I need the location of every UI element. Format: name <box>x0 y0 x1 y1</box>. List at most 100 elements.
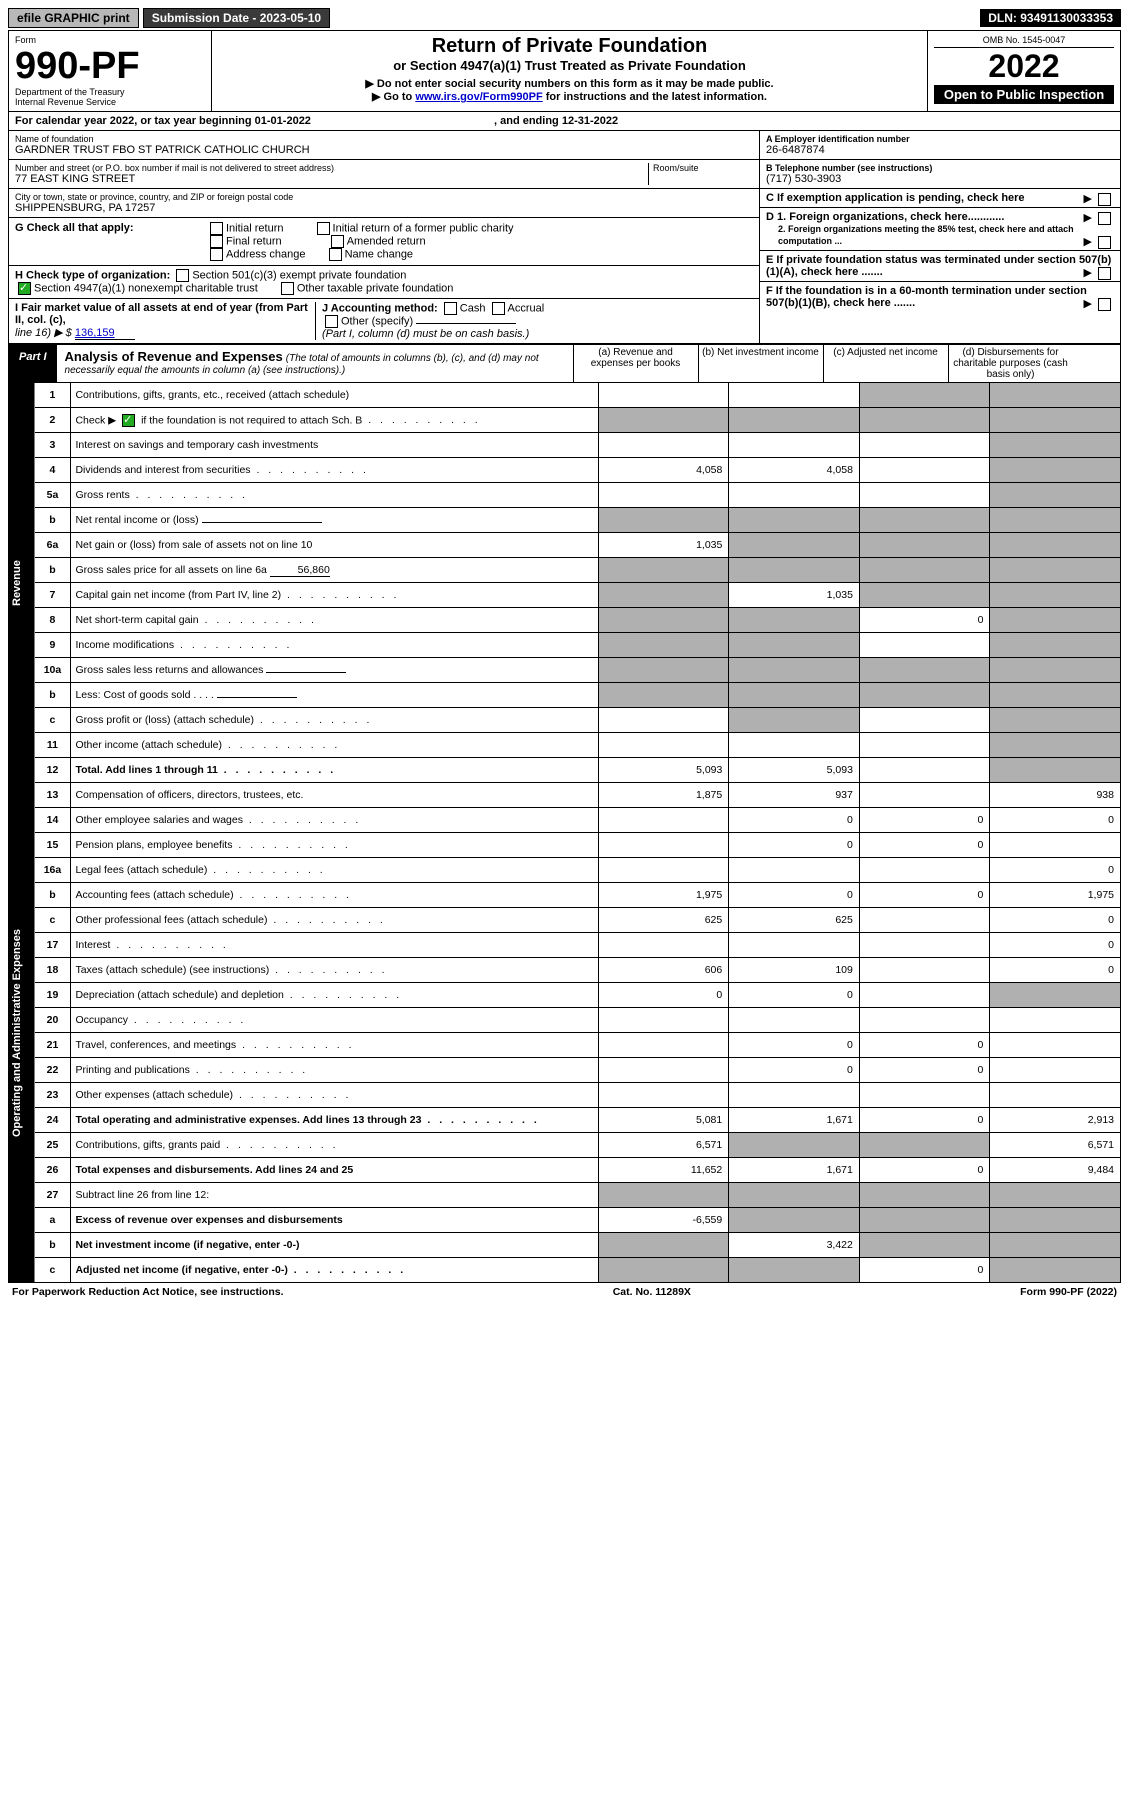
checkbox-e[interactable] <box>1098 267 1111 280</box>
line-15: 15Pension plans, employee benefits00 <box>35 833 1121 858</box>
form-label: Form <box>15 35 205 45</box>
line-25: 25Contributions, gifts, grants paid6,571… <box>35 1133 1121 1158</box>
line-1: 1Contributions, gifts, grants, etc., rec… <box>35 383 1121 408</box>
note-link: ▶ Go to www.irs.gov/Form990PF for instru… <box>218 90 921 103</box>
foundation-name: GARDNER TRUST FBO ST PATRICK CATHOLIC CH… <box>15 144 753 156</box>
submission-button[interactable]: Submission Date - 2023-05-10 <box>143 8 330 28</box>
instructions-link[interactable]: www.irs.gov/Form990PF <box>415 91 542 103</box>
checkbox-c[interactable] <box>1098 193 1111 206</box>
checkbox-501c3[interactable] <box>176 269 189 282</box>
revenue-side-label: Revenue <box>9 383 35 783</box>
checkbox-4947a1[interactable] <box>18 282 31 295</box>
period-mid: , and ending <box>494 115 562 127</box>
checkbox-initial-former[interactable] <box>317 222 330 235</box>
i-line: line 16) ▶ $ <box>15 327 72 339</box>
form-number: 990-PF <box>15 47 205 85</box>
checkbox-d1[interactable] <box>1098 212 1111 225</box>
checkbox-name-change[interactable] <box>329 248 342 261</box>
line-10c: cGross profit or (loss) (attach schedule… <box>35 708 1121 733</box>
identity-block: Name of foundation GARDNER TRUST FBO ST … <box>9 131 1120 344</box>
c-label: C If exemption application is pending, c… <box>766 192 1025 204</box>
line-4: 4Dividends and interest from securities4… <box>35 458 1121 483</box>
line-18: 18Taxes (attach schedule) (see instructi… <box>35 958 1121 983</box>
line-14: 14Other employee salaries and wages000 <box>35 808 1121 833</box>
col-b-header: (b) Net investment income <box>698 345 823 382</box>
g-label: G Check all that apply: <box>9 218 201 265</box>
col-c-header: (c) Adjusted net income <box>823 345 948 382</box>
period-row: For calendar year 2022, or tax year begi… <box>9 112 1120 131</box>
d2-label: 2. Foreign organizations meeting the 85%… <box>778 224 1074 246</box>
checkbox-f[interactable] <box>1098 298 1111 311</box>
room-label: Room/suite <box>653 163 753 173</box>
line-27b: bNet investment income (if negative, ent… <box>35 1233 1121 1258</box>
line-22: 22Printing and publications00 <box>35 1058 1121 1083</box>
line-13: 13Compensation of officers, directors, t… <box>35 783 1121 808</box>
line-12: 12Total. Add lines 1 through 115,0935,09… <box>35 758 1121 783</box>
part1-header: Part I Analysis of Revenue and Expenses … <box>9 344 1120 383</box>
checkbox-accrual[interactable] <box>492 302 505 315</box>
col-a-header: (a) Revenue and expenses per books <box>573 345 698 382</box>
omb-label: OMB No. 1545-0047 <box>934 35 1114 48</box>
i-label: I Fair market value of all assets at end… <box>15 302 308 326</box>
expenses-table: 13Compensation of officers, directors, t… <box>35 783 1121 1282</box>
line-27a: aExcess of revenue over expenses and dis… <box>35 1208 1121 1233</box>
checkbox-address-change[interactable] <box>210 248 223 261</box>
tel-value: (717) 530-3903 <box>766 173 1114 185</box>
line-8: 8Net short-term capital gain0 <box>35 608 1121 633</box>
line-6b: bGross sales price for all assets on lin… <box>35 558 1121 583</box>
line-10b: bLess: Cost of goods sold . . . . <box>35 683 1121 708</box>
checkbox-d2[interactable] <box>1098 236 1111 249</box>
j-cash: Cash <box>460 302 486 314</box>
period-end: 12-31-2022 <box>562 115 618 127</box>
page-footer: For Paperwork Reduction Act Notice, see … <box>8 1283 1121 1301</box>
expenses-side-label: Operating and Administrative Expenses <box>9 783 35 1282</box>
line-17: 17Interest0 <box>35 933 1121 958</box>
checkbox-initial-return[interactable] <box>210 222 223 235</box>
line-20: 20Occupancy <box>35 1008 1121 1033</box>
line-5a: 5aGross rents <box>35 483 1121 508</box>
opt-name: Name change <box>345 248 414 260</box>
expenses-section: Operating and Administrative Expenses 13… <box>9 783 1120 1282</box>
revenue-section: Revenue 1Contributions, gifts, grants, e… <box>9 383 1120 783</box>
line-26: 26Total expenses and disbursements. Add … <box>35 1158 1121 1183</box>
h-opt1: Section 501(c)(3) exempt private foundat… <box>192 269 406 281</box>
street-address: 77 EAST KING STREET <box>15 173 648 185</box>
checkbox-final-return[interactable] <box>210 235 223 248</box>
form-title: Return of Private Foundation <box>218 35 921 58</box>
name-label: Name of foundation <box>15 134 753 144</box>
h-label: H Check type of organization: <box>15 269 170 281</box>
irs-label: Internal Revenue Service <box>15 97 205 107</box>
line-23: 23Other expenses (attach schedule) <box>35 1083 1121 1108</box>
form-header: Form 990-PF Department of the Treasury I… <box>9 31 1120 112</box>
h-opt2: Section 4947(a)(1) nonexempt charitable … <box>34 282 258 294</box>
part1-label: Part I <box>9 345 57 382</box>
fmv-link[interactable]: 136,159 <box>75 327 135 340</box>
line-2: 2Check ▶ if the foundation is not requir… <box>35 408 1121 433</box>
note-ssn: ▶ Do not enter social security numbers o… <box>218 77 921 90</box>
line-19: 19Depreciation (attach schedule) and dep… <box>35 983 1121 1008</box>
checkbox-cash[interactable] <box>444 302 457 315</box>
open-public-band: Open to Public Inspection <box>934 85 1114 104</box>
city-label: City or town, state or province, country… <box>15 192 753 202</box>
checkbox-other-taxable[interactable] <box>281 282 294 295</box>
checkbox-amended[interactable] <box>331 235 344 248</box>
revenue-table: 1Contributions, gifts, grants, etc., rec… <box>35 383 1121 783</box>
col-d-header: (d) Disbursements for charitable purpose… <box>948 345 1073 382</box>
h-opt3: Other taxable private foundation <box>297 282 454 294</box>
line-5b: bNet rental income or (loss) <box>35 508 1121 533</box>
footer-right: Form 990-PF (2022) <box>1020 1286 1117 1298</box>
part1-title: Analysis of Revenue and Expenses <box>65 349 283 364</box>
opt-final: Final return <box>226 235 282 247</box>
top-bar: efile GRAPHIC print Submission Date - 20… <box>8 8 1121 28</box>
f-label: F If the foundation is in a 60-month ter… <box>766 285 1087 309</box>
checkbox-schb[interactable] <box>122 414 135 427</box>
form-subtitle: or Section 4947(a)(1) Trust Treated as P… <box>218 58 921 73</box>
line-6a: 6aNet gain or (loss) from sale of assets… <box>35 533 1121 558</box>
checkbox-other-method[interactable] <box>325 315 338 328</box>
j-other: Other (specify) <box>341 315 413 327</box>
period-pre: For calendar year 2022, or tax year begi… <box>15 115 255 127</box>
line-27c: cAdjusted net income (if negative, enter… <box>35 1258 1121 1283</box>
line-27: 27Subtract line 26 from line 12: <box>35 1183 1121 1208</box>
line-24: 24Total operating and administrative exp… <box>35 1108 1121 1133</box>
efile-button[interactable]: efile GRAPHIC print <box>8 8 139 28</box>
